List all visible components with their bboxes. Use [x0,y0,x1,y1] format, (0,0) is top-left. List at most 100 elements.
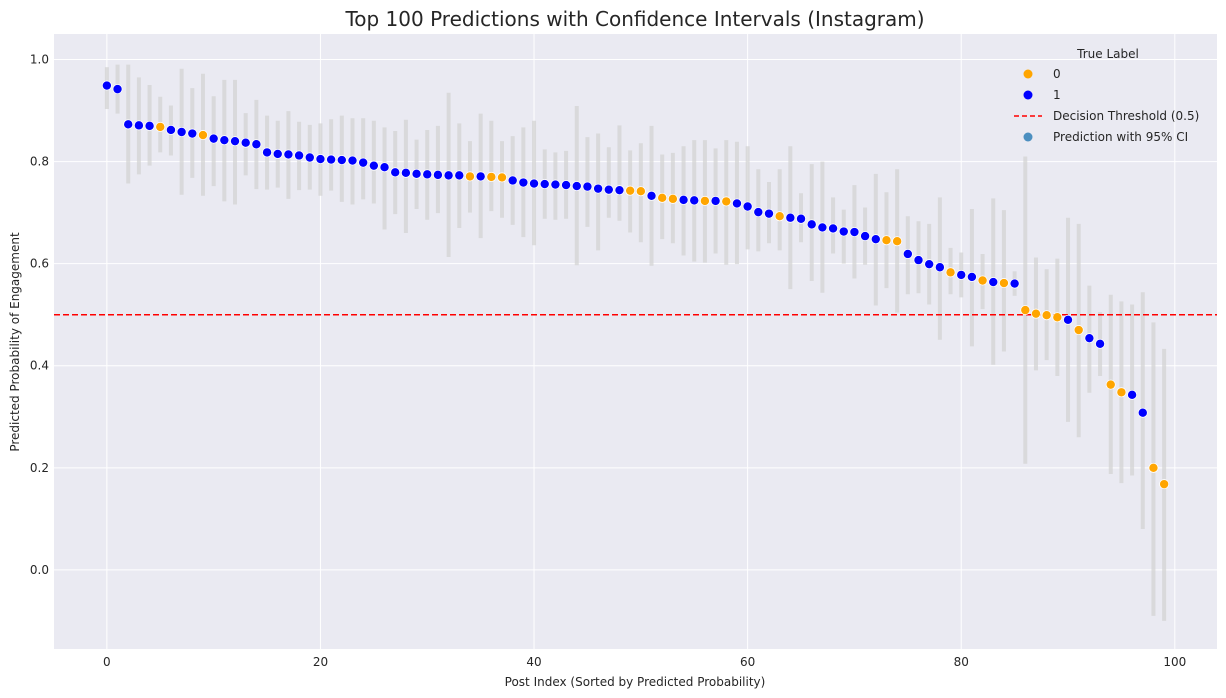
data-point-label-1 [689,195,700,206]
data-point-label-0 [998,278,1009,289]
data-point-label-1 [187,128,198,139]
data-point-label-1 [913,255,924,266]
data-point-label-0 [977,275,988,286]
legend-label-threshold: Decision Threshold (0.5) [1053,109,1199,123]
y-tick-labels: 0.0 0.2 0.4 0.6 0.8 1.0 [30,53,49,577]
data-point-label-1 [262,147,273,158]
x-tick-labels: 0 20 40 60 80 100 [103,655,1186,669]
data-point-label-1 [422,169,433,180]
data-point-label-1 [133,120,144,131]
y-tick-label: 0.0 [30,563,49,577]
data-point-label-1 [443,170,454,181]
data-point-label-1 [902,248,913,259]
data-point-label-0 [667,193,678,204]
data-point-label-1 [582,181,593,192]
data-point-label-1 [1063,314,1074,325]
y-tick-label: 0.4 [30,359,49,373]
data-point-label-1 [326,154,337,165]
data-point-label-0 [945,267,956,278]
data-point-label-1 [796,213,807,224]
x-tick-label: 20 [313,655,328,669]
data-point-label-1 [336,155,347,166]
data-point-label-1 [785,212,796,223]
data-point-label-1 [678,194,689,205]
plot-area [54,34,1217,649]
data-point-label-1 [646,190,657,201]
data-point-label-1 [806,219,817,230]
data-point-label-1 [112,84,123,95]
data-point-label-1 [219,135,230,146]
data-point-label-1 [240,137,251,148]
data-point-label-1 [165,124,176,135]
data-point-label-1 [208,133,219,144]
data-point-label-0 [881,235,892,246]
data-point-label-1 [529,178,540,189]
x-tick-label: 100 [1163,655,1186,669]
data-point-label-1 [571,181,582,192]
data-point-label-1 [272,148,283,159]
data-point-label-1 [379,162,390,173]
y-tick-label: 0.2 [30,461,49,475]
data-point-label-0 [625,185,636,196]
data-point-label-0 [497,172,508,183]
x-tick-label: 60 [740,655,755,669]
data-point-label-0 [1041,310,1052,321]
data-point-label-1 [956,269,967,280]
data-point-label-1 [101,80,112,91]
legend-label-1: 1 [1053,88,1061,102]
data-point-label-1 [849,227,860,238]
data-point-label-0 [1073,325,1084,336]
data-point-label-1 [924,259,935,270]
data-point-label-1 [763,208,774,219]
data-point-label-0 [1030,308,1041,319]
legend: True Label 0 1 Decision Threshold (0.5) … [1014,47,1199,144]
x-tick-label: 0 [103,655,111,669]
data-point-label-1 [1095,338,1106,349]
data-point-label-1 [144,120,155,131]
data-point-label-0 [464,171,475,182]
data-point-label-1 [539,179,550,190]
data-point-label-1 [870,234,881,245]
data-point-label-1 [860,231,871,242]
data-point-label-1 [358,157,369,168]
data-point-label-0 [1020,305,1031,316]
data-point-label-1 [400,167,411,178]
y-tick-label: 1.0 [30,53,49,67]
data-point-label-1 [475,171,486,182]
legend-marker-label-0 [1023,69,1033,79]
data-point-label-0 [155,121,166,132]
data-point-label-0 [657,192,668,203]
y-tick-label: 0.8 [30,155,49,169]
data-point-label-0 [774,211,785,222]
data-point-label-1 [828,223,839,234]
data-point-label-1 [550,179,561,190]
data-point-label-0 [1105,379,1116,390]
data-point-label-0 [1148,462,1159,473]
y-tick-label: 0.6 [30,257,49,271]
data-point-label-1 [283,149,294,160]
data-point-label-1 [294,150,305,161]
data-point-label-1 [742,201,753,212]
data-point-label-0 [197,130,208,141]
data-point-label-0 [1159,479,1170,490]
data-point-label-1 [507,175,518,186]
data-point-label-0 [635,186,646,197]
data-point-label-1 [123,119,134,130]
data-point-label-1 [817,222,828,233]
data-point-label-1 [1009,278,1020,289]
data-point-label-1 [368,160,379,171]
data-point-label-1 [1127,389,1138,400]
data-point-label-1 [934,262,945,273]
legend-marker-label-1 [1023,90,1033,100]
x-tick-label: 40 [526,655,541,669]
data-points [101,80,1170,490]
data-point-label-1 [753,207,764,218]
data-point-label-1 [988,277,999,288]
data-point-label-1 [614,185,625,196]
data-point-label-1 [176,126,187,137]
data-point-label-1 [304,152,315,163]
y-axis-label: Predicted Probability of Engagement [8,232,22,452]
data-point-label-0 [721,196,732,207]
data-point-label-0 [486,171,497,182]
